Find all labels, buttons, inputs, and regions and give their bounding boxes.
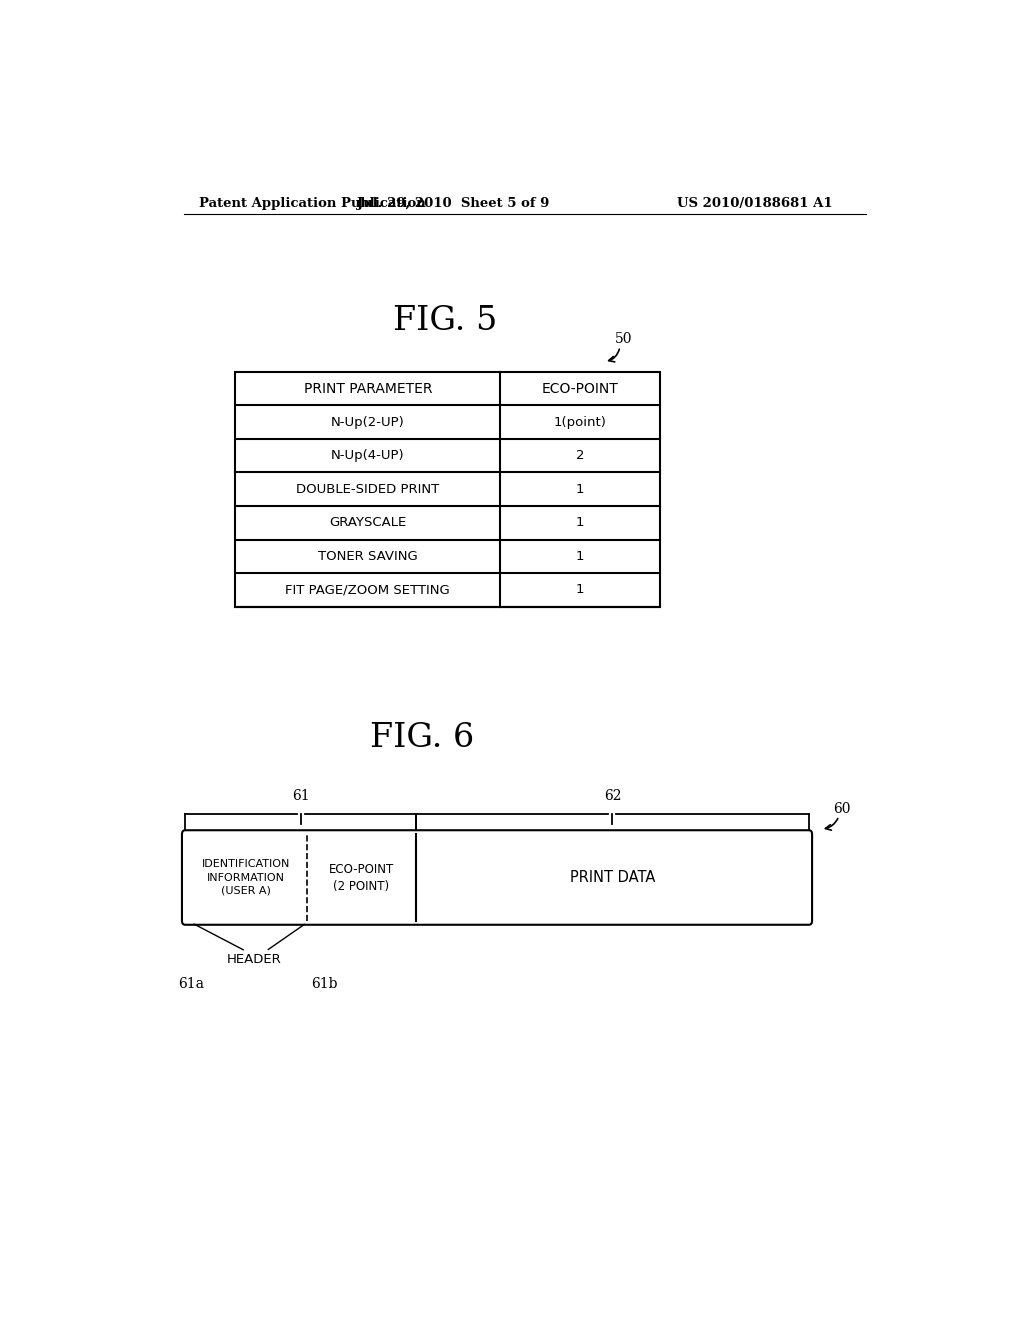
Text: 2: 2	[575, 449, 585, 462]
FancyBboxPatch shape	[182, 830, 812, 925]
Text: ECO-POINT
(2 POINT): ECO-POINT (2 POINT)	[329, 862, 394, 892]
Text: Patent Application Publication: Patent Application Publication	[200, 197, 426, 210]
Text: 1: 1	[575, 550, 585, 562]
Text: PRINT PARAMETER: PRINT PARAMETER	[303, 381, 432, 396]
Text: FIG. 5: FIG. 5	[393, 305, 498, 337]
Text: N-Up(2-UP): N-Up(2-UP)	[331, 416, 404, 429]
Text: US 2010/0188681 A1: US 2010/0188681 A1	[677, 197, 833, 210]
Text: N-Up(4-UP): N-Up(4-UP)	[331, 449, 404, 462]
Bar	[236, 372, 659, 607]
Text: Jul. 29, 2010  Sheet 5 of 9: Jul. 29, 2010 Sheet 5 of 9	[357, 197, 550, 210]
Text: FIT PAGE/ZOOM SETTING: FIT PAGE/ZOOM SETTING	[286, 583, 451, 597]
Text: ECO-POINT: ECO-POINT	[542, 381, 618, 396]
Text: PRINT DATA: PRINT DATA	[569, 870, 655, 884]
Text: 60: 60	[834, 801, 851, 816]
Text: IDENTIFICATION
INFORMATION
(USER A): IDENTIFICATION INFORMATION (USER A)	[202, 859, 290, 896]
Text: HEADER: HEADER	[226, 953, 282, 966]
Text: 1(point): 1(point)	[554, 416, 606, 429]
Text: DOUBLE-SIDED PRINT: DOUBLE-SIDED PRINT	[296, 483, 439, 496]
Text: 1: 1	[575, 483, 585, 496]
Text: TONER SAVING: TONER SAVING	[317, 550, 418, 562]
Text: GRAYSCALE: GRAYSCALE	[329, 516, 407, 529]
Text: FIG. 6: FIG. 6	[370, 722, 474, 754]
Text: 1: 1	[575, 516, 585, 529]
Text: 1: 1	[575, 583, 585, 597]
Text: 62: 62	[604, 788, 622, 803]
Text: 61: 61	[292, 788, 309, 803]
Text: 50: 50	[615, 333, 633, 346]
Text: 61a: 61a	[178, 977, 205, 991]
Text: 61b: 61b	[311, 977, 338, 991]
